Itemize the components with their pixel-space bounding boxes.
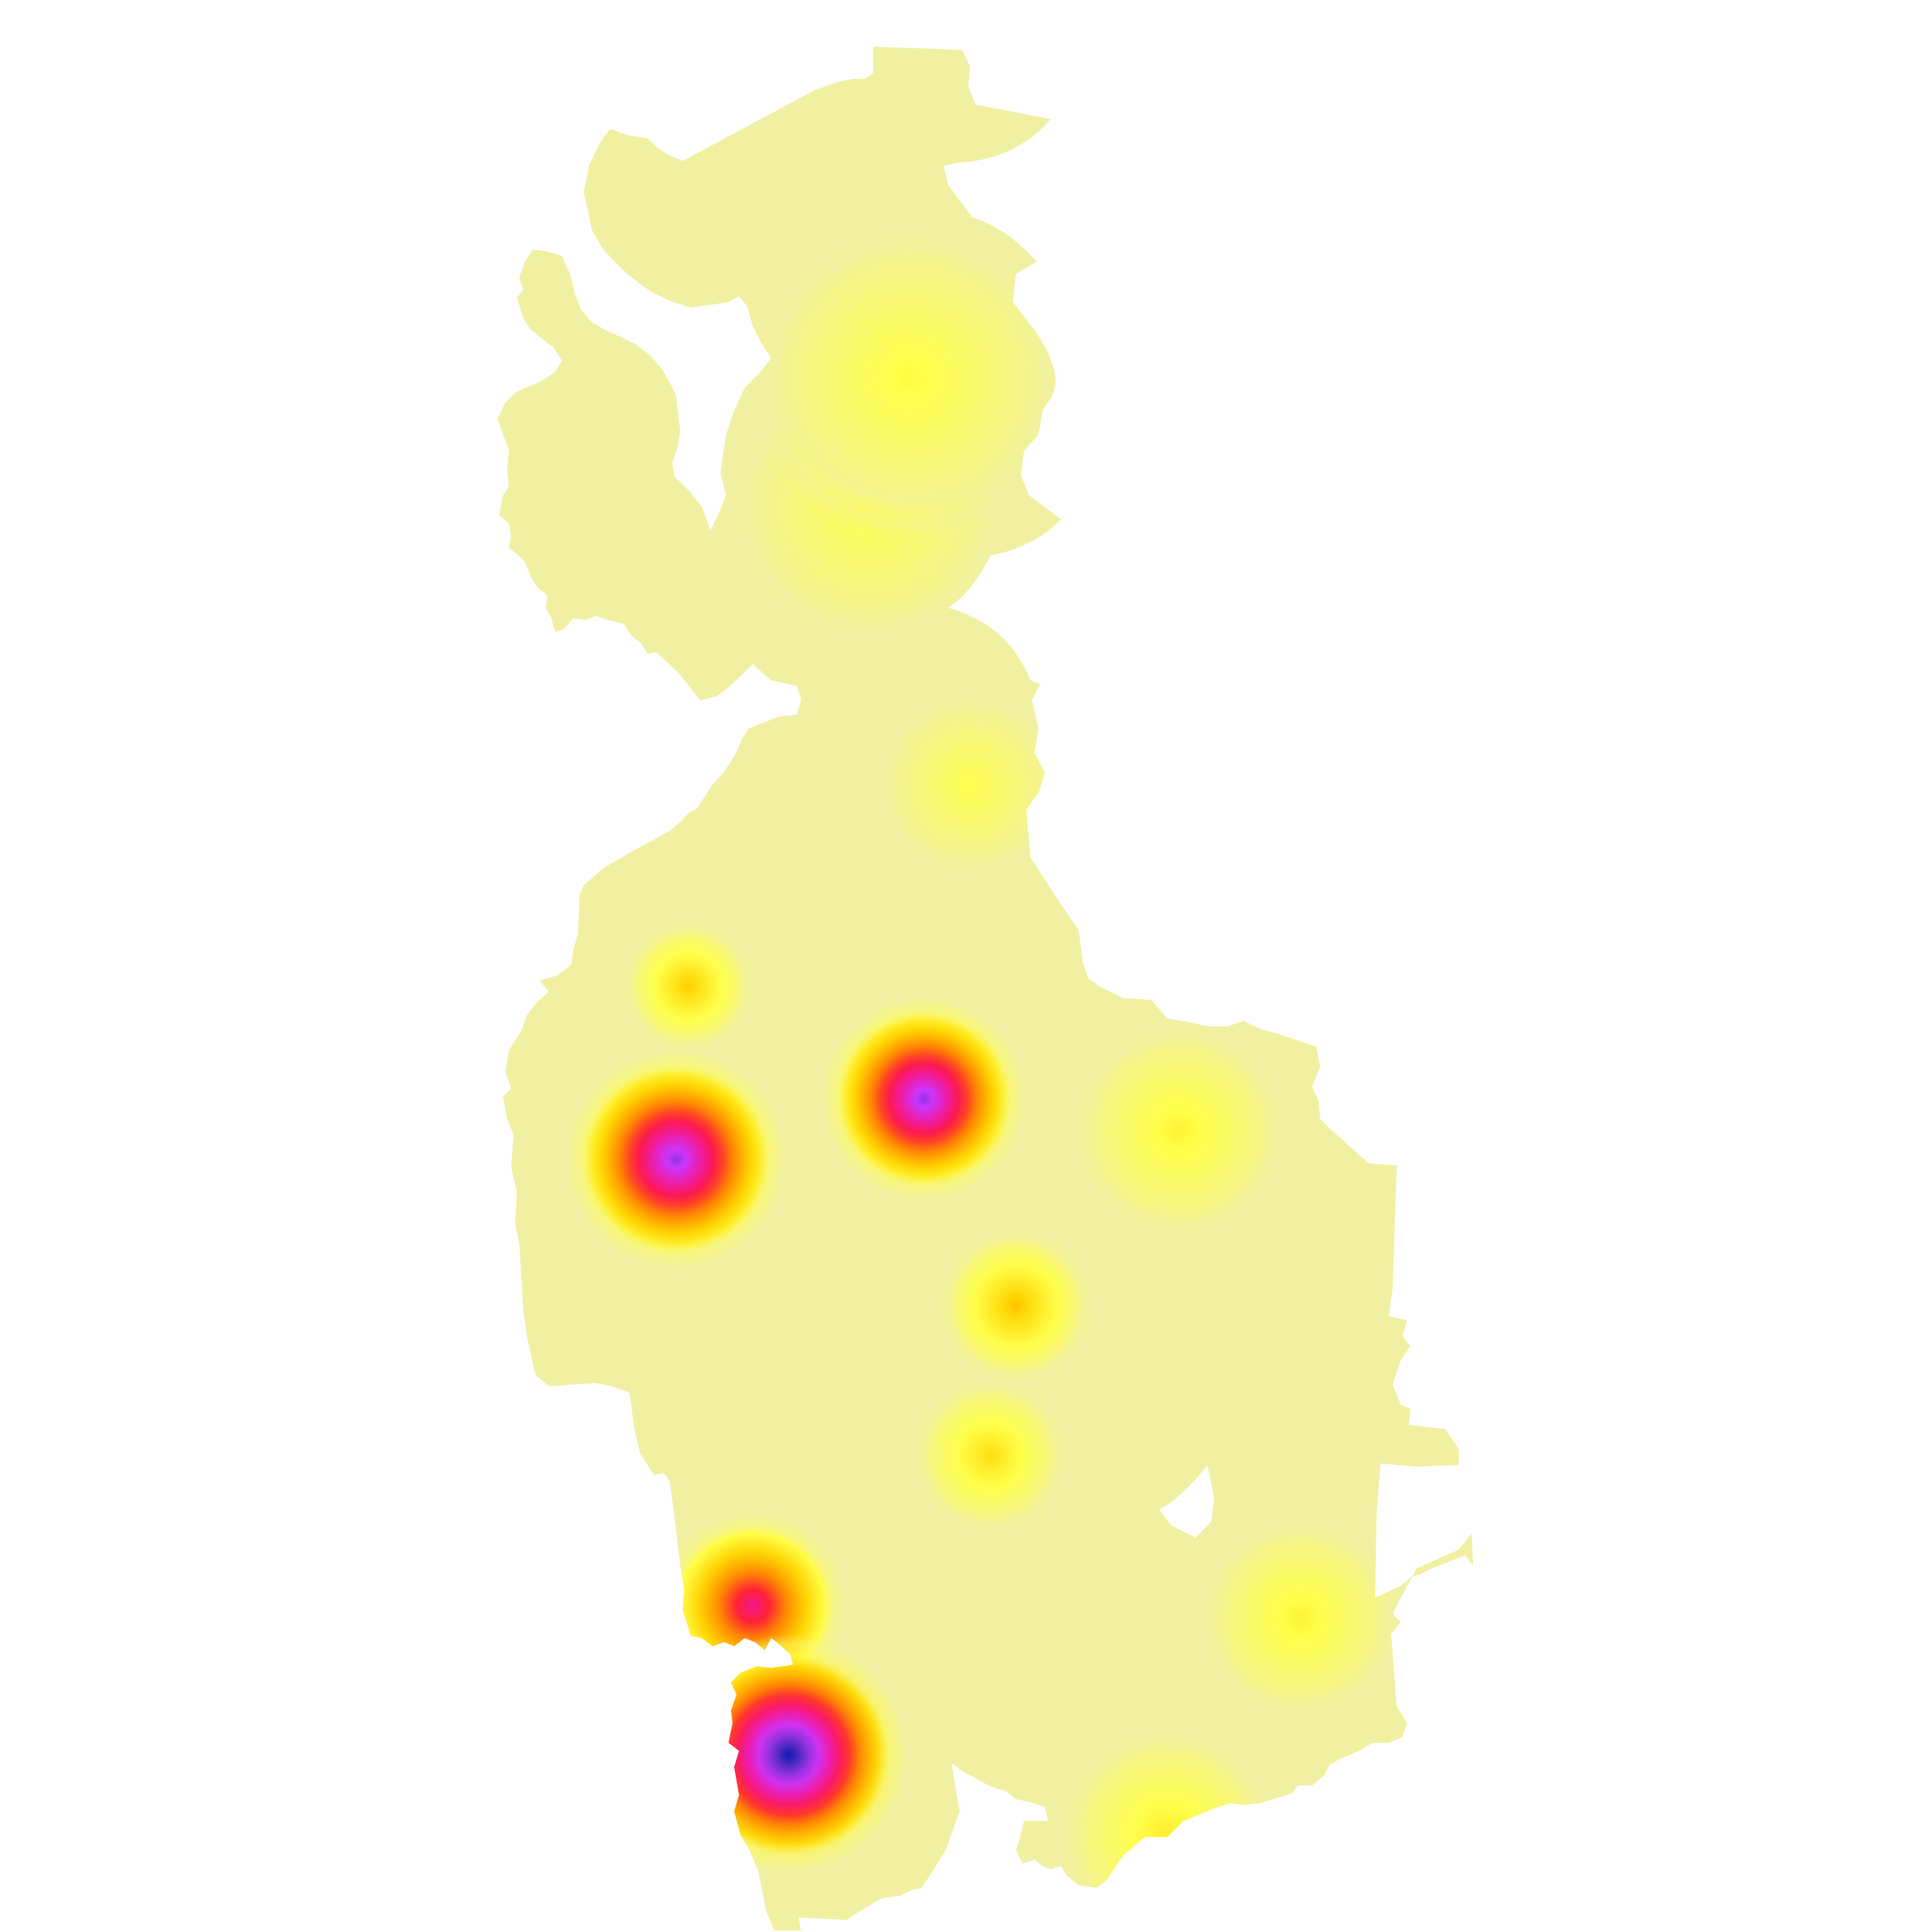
hotspot-west-upper — [620, 918, 757, 1055]
hotspot-center — [819, 994, 1029, 1203]
hotspot-east — [1067, 1018, 1292, 1244]
hotspot-west-center — [564, 1046, 789, 1272]
hotspot-south-center — [910, 1375, 1071, 1536]
hotspot-center-south — [935, 1225, 1096, 1386]
hotspot-north — [749, 217, 1071, 539]
hotspot-southeast — [1195, 1513, 1405, 1723]
